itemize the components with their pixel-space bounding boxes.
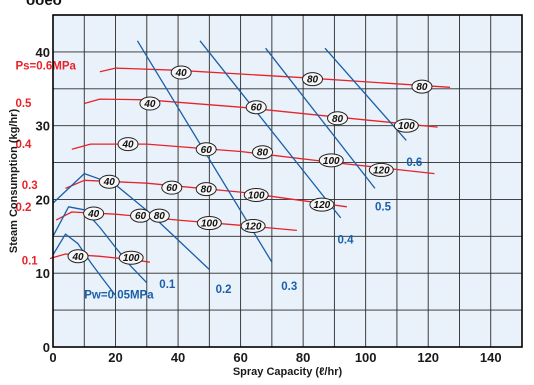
steam-pressure-label: 0.5 [15, 98, 32, 110]
x-tick-label: 60 [233, 350, 247, 365]
air-label-text: 80 [201, 185, 213, 196]
steam-pressure-label: 0.4 [15, 139, 32, 151]
air-consumption-labels: 40 80 80 40 60 80 100 40 60 80 100 120 40 60 80 100 120 4… [67, 65, 433, 265]
water-pressure-label: 0.5 [375, 202, 392, 214]
air-label-text: 40 [87, 209, 100, 220]
header-text: ooeo [26, 0, 62, 9]
air-label-text: 40 [71, 252, 84, 263]
air-label-text: 100 [398, 121, 415, 132]
air-label-text: 40 [143, 99, 156, 110]
air-label-text: 120 [245, 222, 262, 233]
plot-border [52, 14, 523, 348]
air-label-oval [318, 153, 344, 168]
air-label-text: 80 [332, 114, 344, 125]
water-curve [324, 47, 407, 141]
water-pressure-label: 0.1 [159, 279, 176, 291]
air-label-oval [117, 137, 139, 152]
air-label-oval [251, 145, 273, 160]
air-label-oval [411, 79, 433, 94]
air-label-oval [245, 100, 267, 115]
water-curve [199, 40, 342, 219]
air-label-oval [195, 182, 217, 197]
y-axis-label: Steam Consumption (kg/hr) [8, 109, 20, 254]
air-label-oval [327, 111, 349, 126]
x-tick-label: 120 [417, 350, 439, 365]
air-label-text: 100 [248, 191, 265, 202]
air-label-oval [118, 250, 144, 265]
air-label-text: 80 [307, 75, 319, 86]
air-label-text: 40 [103, 177, 116, 188]
water-curve [52, 206, 148, 284]
x-axis-label: Spray Capacity (ℓ/hr) [233, 366, 343, 378]
air-label-text: 60 [201, 145, 213, 156]
air-label-oval [139, 96, 161, 111]
steam-curve [71, 143, 435, 175]
water-pressure-label: Pw=0.05MPa [84, 289, 154, 301]
y-tick-label: 30 [36, 119, 50, 134]
air-label-oval [98, 174, 120, 189]
air-label-oval [368, 162, 394, 177]
water-curve [52, 172, 210, 270]
air-label-oval [170, 65, 192, 80]
air-label-text: 40 [175, 68, 188, 79]
y-tick-label: 40 [36, 45, 50, 60]
y-tick-label: 10 [36, 266, 50, 281]
steam-pressure-label: 0.2 [15, 202, 31, 214]
y-tick-label: 20 [36, 192, 50, 207]
water-pressure-label: 0.6 [406, 157, 422, 169]
air-label-text: 60 [135, 211, 147, 222]
steam-pressure-label: 0.3 [22, 180, 38, 192]
air-label-oval [148, 208, 170, 223]
x-tick-label: 100 [355, 350, 377, 365]
water-pressure-label: 0.3 [281, 281, 297, 293]
x-tick-label: 80 [296, 350, 310, 365]
air-label-text: 80 [416, 82, 428, 93]
air-label-oval [240, 219, 266, 234]
y-tick-label: 0 [43, 340, 50, 355]
air-label-oval [195, 142, 217, 157]
air-label-text: 60 [251, 103, 263, 114]
air-label-oval [83, 206, 105, 221]
air-label-oval [67, 249, 89, 264]
air-label-text: 100 [323, 156, 340, 167]
air-label-text: 120 [373, 165, 390, 176]
air-label-text: 40 [121, 140, 134, 151]
air-label-text: 100 [201, 219, 218, 230]
axis-ticks: 0 20 40 60 80 100 120 140 0 10 20 30 40 [36, 45, 502, 365]
water-pressure-label: 0.4 [338, 235, 355, 247]
steam-curve [65, 179, 347, 208]
x-tick-label: 140 [480, 350, 502, 365]
plot-background [53, 15, 522, 347]
air-label-oval [309, 197, 335, 212]
air-label-text: 60 [166, 183, 178, 194]
air-label-oval [161, 180, 183, 195]
water-curve [265, 47, 376, 189]
air-label-text: 100 [123, 253, 140, 264]
x-tick-label: 0 [49, 350, 56, 365]
steam-pressure-label: Ps=0.6MPa [15, 61, 76, 73]
steam-curve [84, 98, 438, 128]
x-tick-label: 20 [108, 350, 122, 365]
steam-pressure-label: 0.1 [22, 255, 39, 267]
air-label-oval [302, 72, 324, 87]
air-label-oval [196, 216, 222, 231]
air-label-oval [393, 118, 419, 133]
air-label-oval [243, 188, 269, 203]
gridlines [53, 15, 522, 347]
air-label-text: 80 [154, 211, 166, 222]
air-label-text: 120 [314, 200, 331, 211]
x-tick-label: 40 [171, 350, 185, 365]
air-label-text: 80 [257, 148, 269, 159]
water-pressure-label: 0.2 [216, 284, 232, 296]
